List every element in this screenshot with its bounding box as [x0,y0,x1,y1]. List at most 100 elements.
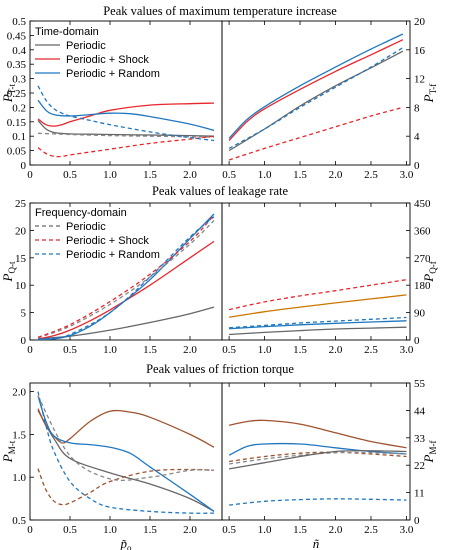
panel-left: 0 0.5 1.0 1.5 2.0 0 5 10 15 20 25 PQ-t [0,198,223,356]
series-line-4 [37,220,215,339]
y-tick-label: 0 [414,515,420,527]
y-tick-label: 2.0 [12,387,26,399]
y-tick-label: 16 [414,45,426,57]
series-line-4 [228,47,404,149]
y-tick-label: 90 [414,308,426,320]
y-axis-label: PT-f [421,84,438,104]
series-line-5 [228,450,407,470]
x-tick-label: 0.5 [63,524,77,536]
y-tick-label: 180 [414,280,431,292]
legend-title: Time-domain [35,26,99,38]
y-tick-label: 15 [15,253,27,265]
x-tick-label: 0.5 [63,344,77,356]
series-line-3 [229,316,407,329]
y-tick-label: 1.5 [12,429,26,441]
y-tick-label: 1.0 [12,472,26,484]
series-line-3 [37,395,215,512]
series-line-1 [228,419,407,449]
series-line-5 [228,106,404,161]
series-line-5 [229,326,407,336]
panel-right: 0.5 1.0 1.5 2.0 2.5 3.00 11 22 33 44 55 PM-f ñ [221,378,438,550]
x-axis-label: p̃o [120,536,133,550]
y-tick-label: 270 [414,253,431,265]
series-line-3 [228,50,404,152]
y-tick-label: 0.3 [12,74,26,86]
series-line-6 [37,391,215,514]
plot-frame [221,382,411,521]
y-tick-label: 0.35 [7,59,27,71]
x-axis-label: ñ [313,536,320,550]
panel-right: 0.5 1.0 1.5 2.0 2.5 3.00 4 8 12 16 20 PT-f [221,16,438,181]
series-line-1 [37,306,215,340]
x-tick-label: 1.5 [143,524,157,536]
plot-frame [221,20,411,166]
x-tick-label: 2.0 [329,169,343,181]
panel-right: 0.5 1.0 1.5 2.0 2.5 3.00 90 180 270 360 450 PQ-f [221,198,438,356]
chart-2: Peak values of leakage rate 0 0.5 1.0 1.5 2.0… [0,184,438,356]
series-line-6 [37,85,215,142]
y-axis-label: PQ-f [421,261,438,282]
y-tick-label: 22 [414,460,425,472]
panel-left: 0 0.5 1.0 1.5 2.00.51.01.52.0PM-tp̃o [0,382,223,550]
series-line-2 [228,442,407,456]
x-tick-label: 3.0 [400,344,414,356]
y-tick-label: 20 [15,225,27,237]
x-tick-label: 1.0 [258,344,272,356]
y-tick-label: 0.1 [12,131,26,143]
x-tick-label: 2.5 [364,344,378,356]
series-line-6 [229,498,407,506]
x-tick-label: 2.0 [329,344,343,356]
x-tick-label: 0 [27,169,33,181]
x-tick-label: 1.5 [293,524,307,536]
series-line-1 [228,39,404,141]
series-line-1 [37,410,215,512]
series-line-4 [37,468,215,506]
series-line-1 [37,119,215,137]
x-tick-label: 1.0 [103,344,117,356]
series-line-3 [37,213,215,340]
x-tick-label: 0.5 [63,169,77,181]
legend: Time-domain Periodic Periodic + Shock Perio… [35,26,160,80]
chart-1: Peak values of maximum temperature incre… [0,4,438,181]
y-tick-label: 10 [15,280,27,292]
y-tick-label: 44 [414,405,426,417]
y-axis-label: PQ-t [0,261,17,282]
x-tick-label: 3.0 [400,524,414,536]
series-line-5 [37,135,215,158]
y-tick-label: 5 [21,308,27,320]
legend-title: Frequency-domain [35,207,127,219]
y-tick-label: 0.45 [7,30,27,42]
x-tick-label: 2.0 [183,344,197,356]
x-tick-label: 2.0 [183,524,197,536]
y-tick-label: 20 [414,16,426,28]
legend: Frequency-domain Periodic Periodic + Shock… [35,207,160,261]
series-line-6 [37,216,215,340]
y-tick-label: 450 [414,198,431,210]
x-tick-label: 0 [27,524,33,536]
y-tick-label: 0.15 [7,117,27,129]
y-tick-label: 0.5 [12,16,26,28]
x-tick-label: 0.5 [222,169,236,181]
y-axis-label: PM-f [421,441,438,464]
chart-title: Peak values of maximum temperature incre… [103,4,337,18]
x-tick-label: 2.0 [329,524,343,536]
series-line-3 [37,99,215,132]
legend-label: Periodic + Shock [66,235,149,247]
legend-label: Periodic + Shock [66,54,149,66]
x-tick-label: 0.5 [222,524,236,536]
y-tick-label: 0 [21,160,27,172]
chart-title: Peak values of leakage rate [152,184,288,198]
x-tick-label: 1.5 [293,344,307,356]
y-tick-label: 4 [414,131,420,143]
y-tick-label: 360 [414,225,431,237]
plot-frame [29,202,223,341]
y-tick-label: 55 [414,378,426,390]
series-line-5 [37,214,215,338]
legend-label: Periodic + Random [66,68,160,80]
series-line-2 [228,33,404,139]
y-tick-label: 0.5 [12,515,26,527]
legend-label: Periodic + Random [66,249,160,261]
y-tick-label: 0 [21,335,27,347]
